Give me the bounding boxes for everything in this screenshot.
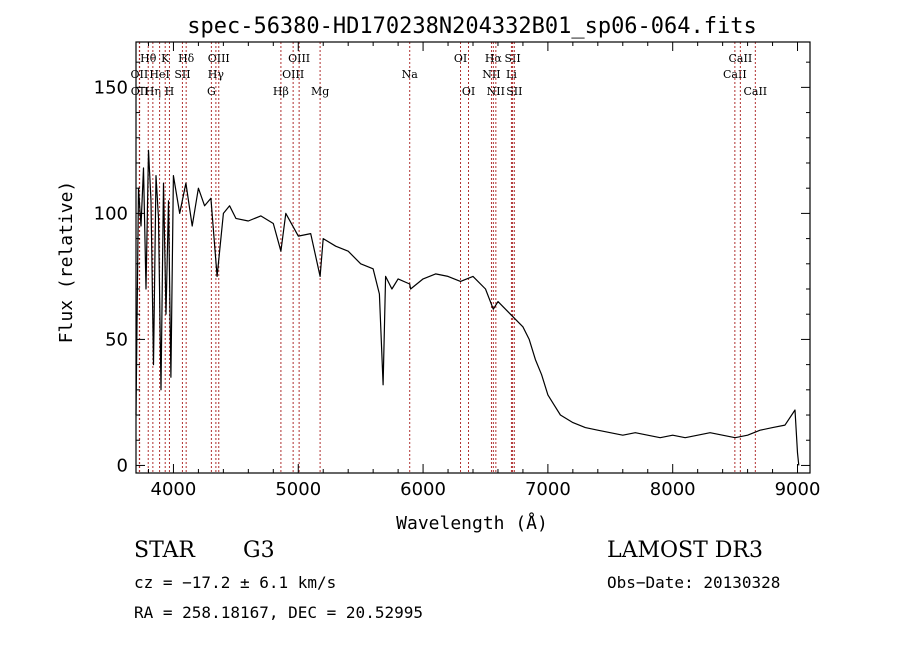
line-marker-label: OII — [131, 85, 149, 98]
chart-title: spec-56380-HD170238N204332B01_sp06-064.f… — [187, 14, 757, 39]
line-marker-label: H — [165, 85, 175, 98]
line-marker-label: CaII — [729, 52, 753, 65]
line-marker-label: OI — [454, 52, 467, 65]
line-marker-label: OI — [462, 85, 475, 98]
object-class: STAR — [134, 538, 195, 563]
line-marker-label: NII — [487, 85, 505, 98]
line-marker-label: Hγ — [208, 68, 225, 81]
line-marker-label: G — [207, 85, 216, 98]
line-marker-label: OIII — [282, 68, 304, 81]
chart-axes: 4000 5000 6000 7000 8000 9000 0 50 100 150 — [94, 41, 821, 500]
line-marker-label: OIII — [208, 52, 230, 65]
x-tick-label: 4000 — [151, 479, 197, 500]
x-tick-label: 8000 — [650, 479, 696, 500]
coordinates: RA = 258.18167, DEC = 20.52995 — [134, 603, 423, 622]
x-axis-label: Wavelength (Å) — [396, 512, 548, 534]
observation-date: Obs−Date: 20130328 — [607, 573, 781, 592]
x-tick-label: 5000 — [275, 479, 321, 500]
y-tick-label: 150 — [94, 77, 128, 98]
line-marker-label: HeI — [149, 68, 169, 81]
line-marker-label: SII — [506, 85, 522, 98]
line-marker-label: Hθ — [140, 52, 157, 65]
line-marker-label: CaII — [723, 68, 747, 81]
line-marker-label: Hδ — [178, 52, 195, 65]
spectral-line-markers: OIIOIIHθHηHeIKHSIIHδGOIIIHγHβOIIIOIIIMgN… — [131, 42, 767, 473]
spectrum-series — [135, 149, 800, 466]
line-marker-label: Hα — [485, 52, 503, 65]
y-tick-label: 100 — [94, 203, 128, 224]
object-subclass: G3 — [243, 538, 275, 563]
y-axis-label: Flux (relative) — [56, 181, 77, 344]
line-marker-label: Hη — [145, 85, 161, 98]
x-tick-label: 9000 — [775, 479, 821, 500]
line-marker-label: OIII — [288, 52, 310, 65]
redshift-velocity: cz = −17.2 ± 6.1 km/s — [134, 573, 337, 592]
line-marker-label: K — [161, 52, 170, 65]
line-marker-label: Hβ — [273, 85, 289, 98]
line-marker-label: Mg — [311, 85, 329, 98]
line-marker-label: SII — [504, 52, 520, 65]
line-marker-label: Na — [402, 68, 419, 81]
plot-frame — [135, 41, 811, 474]
line-marker-label: Li — [506, 68, 517, 81]
survey-name: LAMOST DR3 — [607, 538, 763, 563]
x-tick-label: 6000 — [400, 479, 446, 500]
line-marker-label: SII — [174, 68, 190, 81]
y-tick-label: 50 — [105, 329, 128, 350]
line-marker-label: NII — [482, 68, 500, 81]
line-marker-label: CaII — [743, 85, 767, 98]
series-line-spectrum — [135, 149, 800, 466]
y-tick-label: 0 — [117, 455, 128, 476]
x-tick-label: 7000 — [525, 479, 571, 500]
